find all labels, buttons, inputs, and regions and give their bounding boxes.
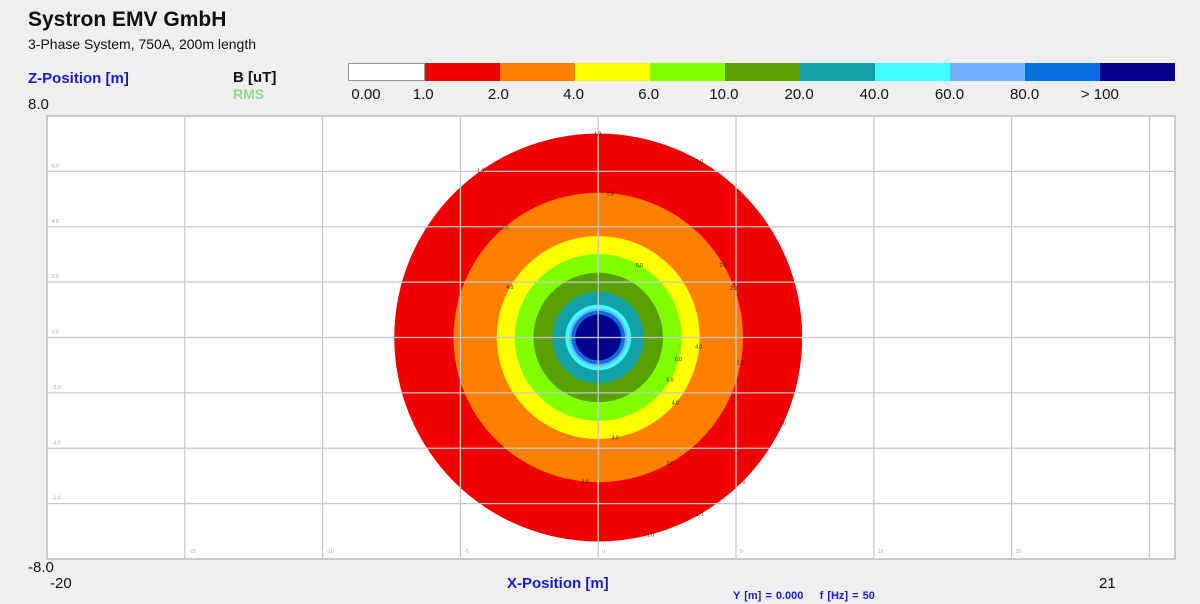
legend-swatch	[1100, 63, 1175, 81]
x-min-label: -20	[50, 575, 72, 592]
color-legend	[348, 63, 1175, 81]
contour-label: 4.0	[612, 435, 619, 441]
parameters-info: Y [m] = 0.000 f [Hz] = 50	[733, 590, 875, 602]
x-tick-label: 5	[740, 549, 743, 555]
contour-label: 1.0	[647, 533, 654, 539]
legend-tick-label: 80.0	[1010, 86, 1040, 103]
contour-label: 2.0	[730, 286, 737, 292]
contour-label: 1.0	[696, 512, 703, 518]
y-tick-label: 4.0	[52, 219, 59, 225]
y-tick-label: 6.0	[52, 163, 59, 169]
system-subtitle: 3-Phase System, 750A, 200m length	[28, 36, 257, 52]
contour-label: 6.0	[667, 377, 674, 383]
frequency-readout: f [Hz] = 50	[819, 590, 875, 602]
contour-label: 4.0	[672, 401, 679, 407]
contour-label: 1.0	[738, 480, 745, 486]
x-tick-label: 10	[878, 549, 884, 555]
legend-swatch	[650, 63, 725, 81]
legend-tick-label: 2.0	[487, 86, 509, 103]
contour-label: 1.0	[779, 422, 786, 428]
legend-quantity-label: B [uT]	[233, 69, 277, 86]
legend-tick-label: > 100	[1080, 86, 1119, 103]
contour-label: 6.0	[675, 357, 682, 363]
x-tick-label: -15	[189, 549, 196, 555]
y-tick-label: 0.0	[52, 330, 59, 336]
legend-tick-label: 4.0	[563, 86, 584, 103]
legend-tick-label: 10.0	[709, 86, 739, 103]
contour-label: 1.0	[477, 168, 484, 174]
legend-mode-label: RMS	[233, 86, 265, 102]
x-tick-label: 15	[1016, 549, 1022, 555]
x-tick-label: -5	[464, 549, 469, 555]
y-min-label: -8.0	[28, 559, 54, 576]
contour-label: 6.0	[636, 263, 643, 269]
contour-label: 2.0	[667, 461, 674, 467]
contour-label: 2.0	[720, 263, 727, 269]
legend-swatch	[875, 63, 950, 81]
y-tick-label: -6.0	[52, 496, 61, 502]
legend-tick-label: 40.0	[859, 86, 889, 103]
legend-swatch	[800, 63, 875, 81]
contour-label: 4.0	[506, 285, 513, 291]
x-tick-label: 0	[602, 549, 605, 555]
legend-tick-label: 6.0	[638, 86, 660, 103]
contour-label: 2.0	[501, 225, 508, 231]
legend-tick-label: 1.0	[412, 86, 434, 103]
legend-swatch	[950, 63, 1025, 81]
legend-swatch	[500, 63, 575, 81]
contour-label: 2.0	[607, 191, 614, 197]
contour-label: 1.0	[696, 159, 703, 165]
y-tick-label: 2.0	[52, 274, 59, 280]
x-axis-label: X-Position [m]	[507, 575, 609, 592]
company-title: Systron EMV GmbH	[28, 8, 227, 31]
contour-label: 2.0	[582, 480, 589, 486]
y-max-label: 8.0	[28, 96, 49, 113]
legend-swatch	[348, 63, 425, 81]
legend-swatch	[425, 63, 500, 81]
contour-label: 4.0	[695, 344, 702, 350]
legend-swatch	[1025, 63, 1100, 81]
y-axis-label: Z-Position [m]	[28, 70, 129, 87]
legend-tick-label: 60.0	[934, 86, 965, 103]
y-tick-label: -4.0	[52, 440, 61, 446]
y-position-readout: Y [m] = 0.000	[733, 590, 804, 602]
x-tick-label: -10	[327, 549, 334, 555]
legend-tick-label: 0.00	[351, 86, 381, 103]
contour-label: 1.0	[594, 132, 601, 138]
x-max-label: 21	[1099, 575, 1116, 592]
y-tick-label: -2.0	[52, 385, 61, 391]
contour-label: 2.0	[737, 361, 744, 367]
legend-swatch	[725, 63, 800, 81]
legend-tick-label: 20.0	[784, 86, 814, 103]
legend-swatch	[575, 63, 650, 81]
